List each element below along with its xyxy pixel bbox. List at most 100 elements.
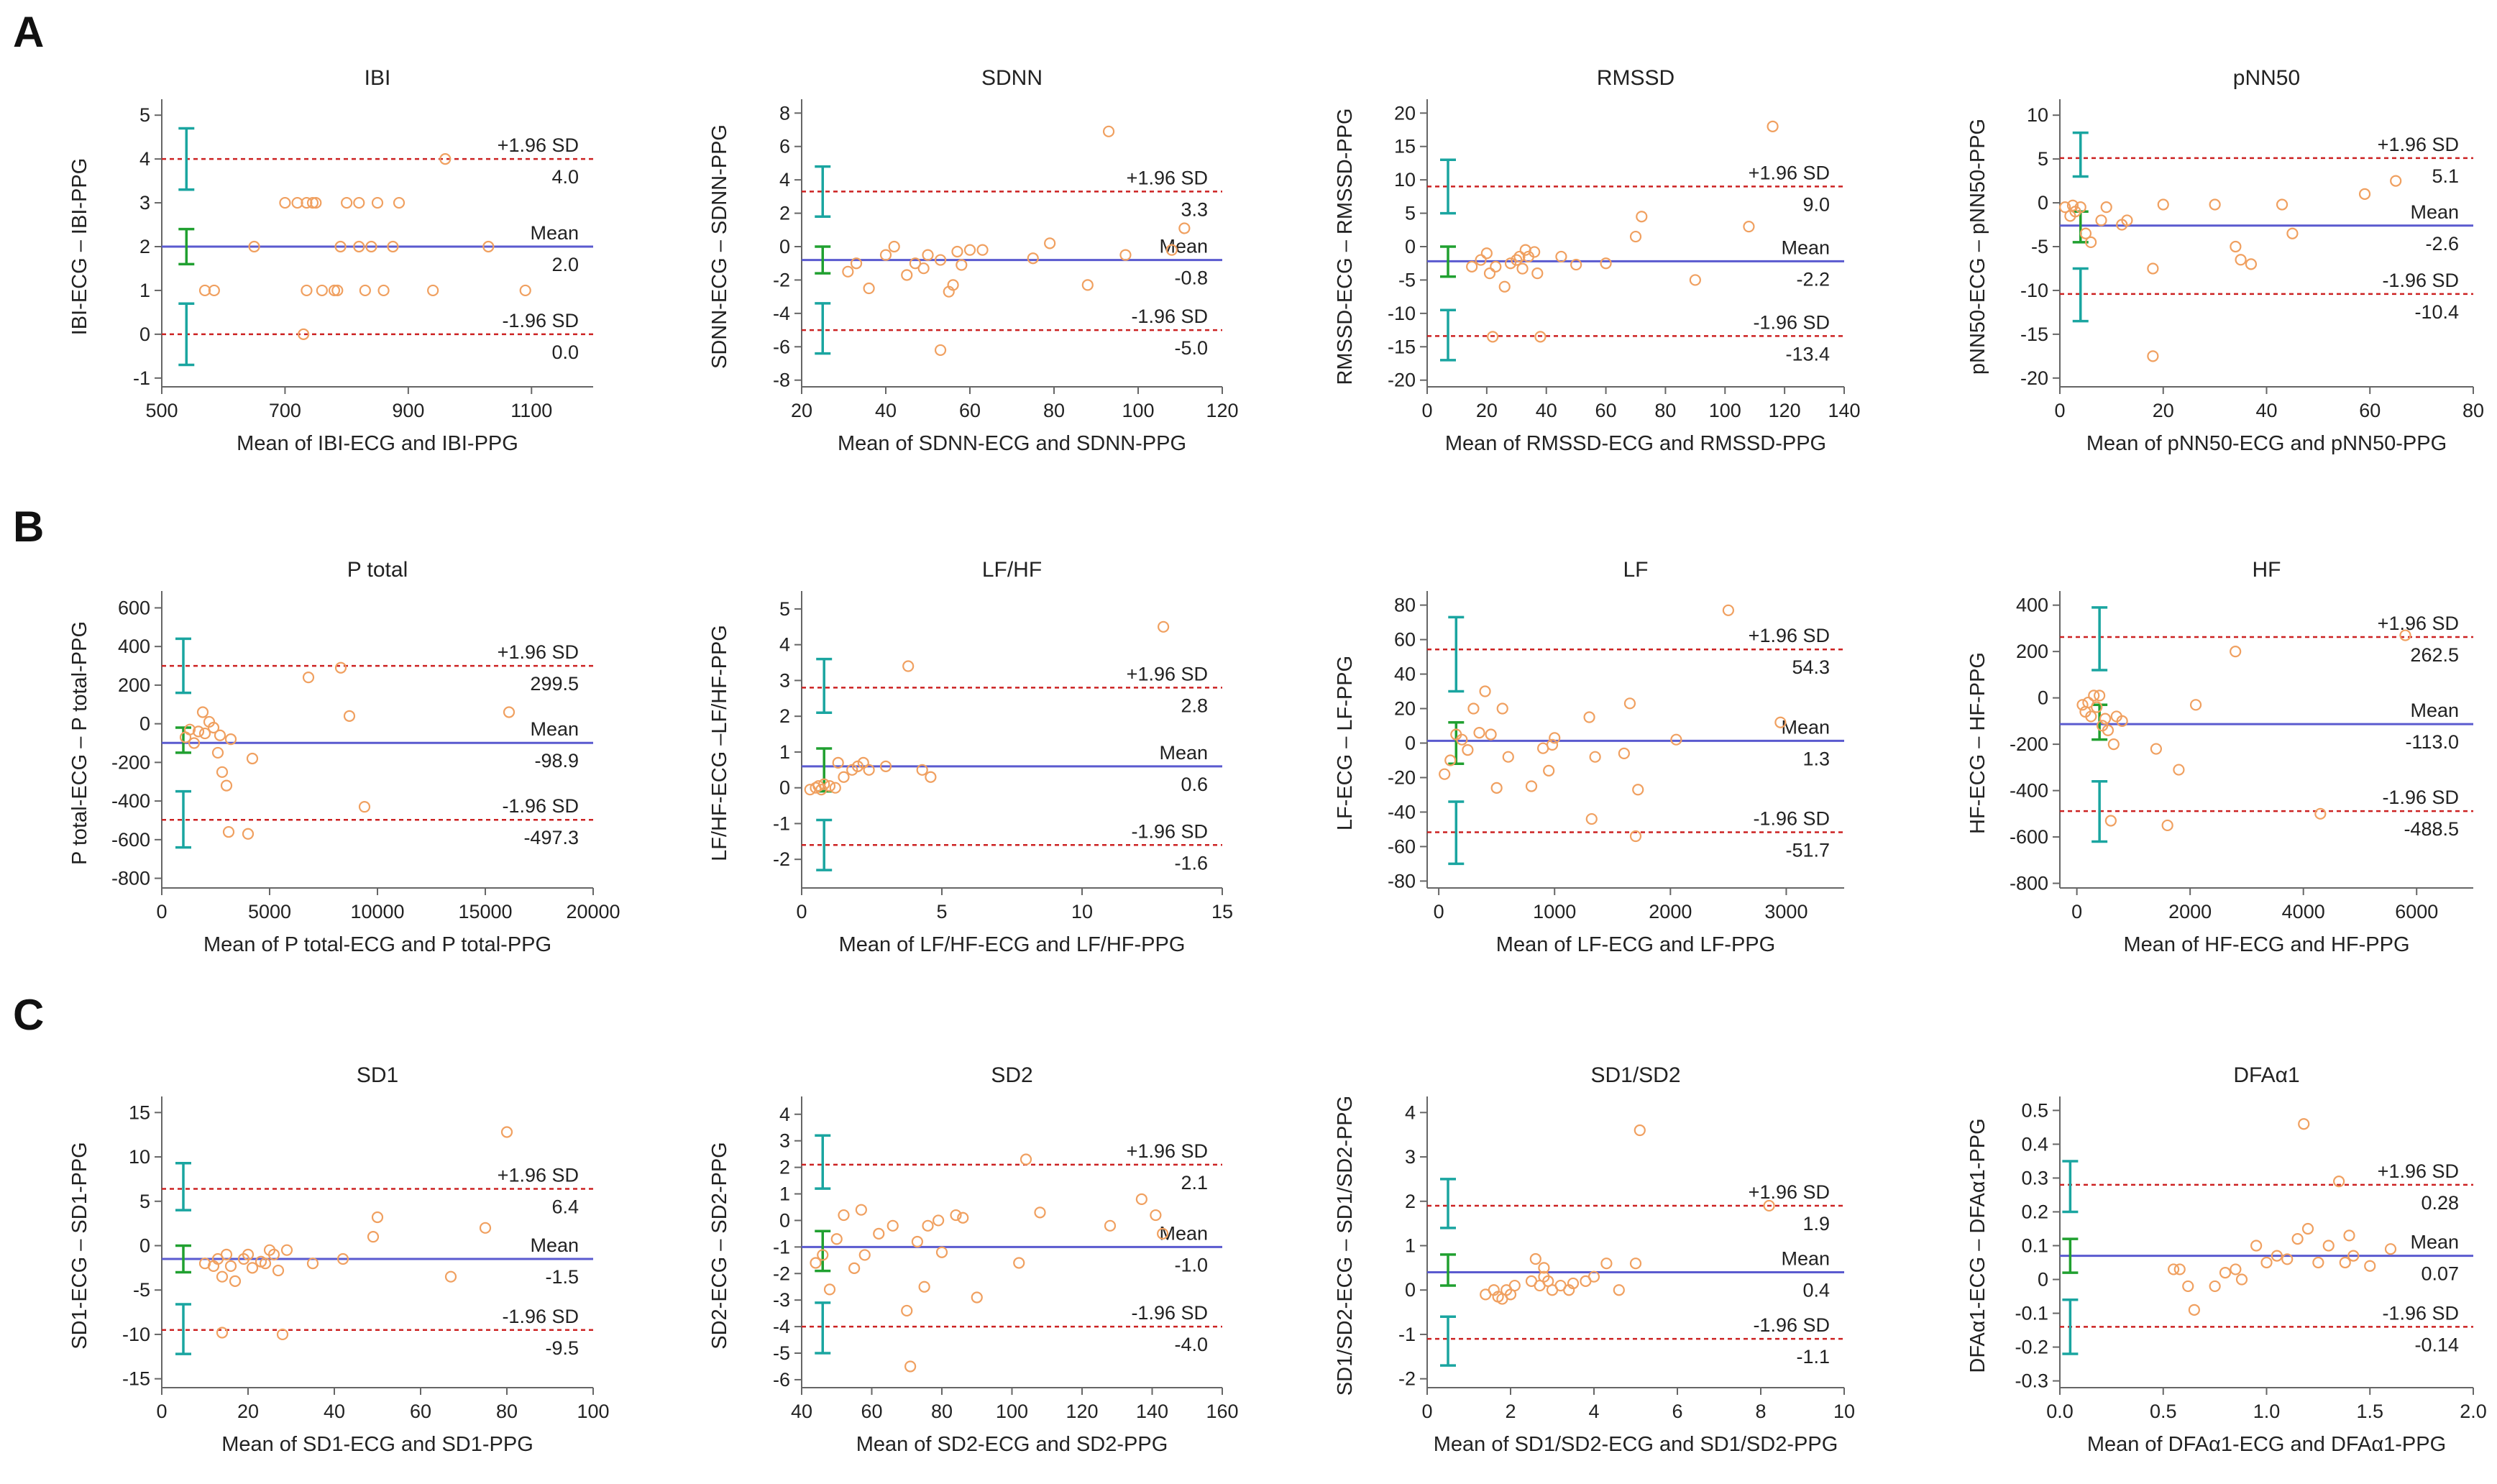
data-point [387,240,399,253]
data-point [1636,211,1648,223]
y-tick-label: 20 [1394,698,1416,720]
data-point [873,1227,885,1240]
chart-2: SDNN -8 -6 -4 -2 0 2 4 6 8 20 40 60 80 100 120 Mean of S… [708,66,1239,455]
y-tick-label: 400 [118,636,150,657]
y-tick-label: 1 [779,1183,790,1205]
data-point [1150,1209,1162,1222]
data-point [248,240,260,253]
x-axis-label: Mean of IBI-ECG and IBI-PPG [237,432,518,455]
x-tick-label: 0 [796,901,807,922]
x-tick-label: 100 [1709,400,1741,421]
y-tick-label: 5 [139,104,150,126]
data-point [2102,724,2115,736]
data-point [886,1219,899,1232]
y-tick-label: -8 [773,370,790,391]
x-tick-label: 120 [1769,400,1801,421]
y-tick-label: -400 [111,790,150,812]
data-point [1670,733,1682,746]
chart-12: DFAα1 -0.3 -0.2 -0.1 0 0.1 0.2 0.3 0.4 0.5 0.0 0.5 1… [1966,1063,2487,1456]
data-point [817,1249,829,1261]
data-point [2088,690,2100,702]
x-tick-label: 20 [791,400,812,421]
data-point [211,746,224,759]
data-point [2358,188,2371,200]
data-point [922,249,934,261]
data-point [888,240,900,253]
data-point [367,1231,380,1243]
x-tick-label: 60 [2359,400,2381,421]
x-tick-label: 10 [1071,901,1093,922]
lower-loa-label: -1.96 SD [502,795,579,817]
chart-title: HF [2253,558,2281,582]
lower-loa-value: 0.0 [551,342,579,363]
data-point [879,760,892,772]
data-point [280,1244,293,1256]
x-tick-label: 10 [1833,1401,1855,1422]
y-tick-label: 0 [2038,192,2048,214]
data-point [302,672,315,684]
chart-3: RMSSD -20 -15 -10 -5 0 5 10 15 20 0 20 40 60 80 100 120 1… [1334,66,1861,455]
y-tick-label: -5 [773,1342,790,1364]
data-point [1456,733,1468,746]
data-point [2339,1256,2351,1269]
data-point [2276,198,2288,211]
data-point [1475,254,1487,266]
x-tick-label: 2 [1505,1401,1516,1422]
y-tick-label: -60 [1388,835,1416,857]
data-point [909,257,922,270]
lower-loa-value: -488.5 [2404,818,2459,840]
data-point [1157,620,1170,633]
y-tick-label: 60 [1394,629,1416,651]
lower-loa-value: -1.1 [1796,1346,1830,1368]
y-tick-label: 0.2 [2021,1201,2048,1222]
y-tick-label: -600 [2010,826,2048,848]
x-tick-label: 40 [791,1401,812,1422]
y-tick-label: 20 [1394,102,1416,124]
data-point [2333,1176,2345,1188]
y-tick-label: 4 [779,634,790,656]
data-point [353,240,365,253]
y-tick-label: 4 [1405,1101,1416,1123]
x-tick-label: 40 [2255,400,2277,421]
data-point [1513,250,1526,263]
mean-label: Mean [530,222,579,244]
y-tick-label: 0 [2038,1269,2048,1291]
data-point [291,196,303,209]
data-point [196,706,209,718]
x-tick-label: 60 [1595,400,1617,421]
upper-loa-value: 4.0 [551,166,579,188]
x-axis-label: Mean of SD2-ECG and SD2-PPG [856,1433,1168,1456]
y-tick-label: 1 [1405,1235,1416,1257]
y-tick-label: 0 [1405,236,1416,257]
y-tick-label: -20 [2020,367,2048,389]
data-point [810,1257,822,1269]
data-point [183,723,196,736]
chart-11: SD1/SD2 -2 -1 0 1 2 3 4 0 2 4 6 8 10 Mean of SD1/SD2-E… [1334,1063,1855,1456]
y-tick-label: -80 [1388,870,1416,892]
row-label-c: C [13,991,45,1039]
chart-4: pNN50 -20 -15 -10 -5 0 5 10 0 20 40 60 80 Mean of pNN… [1966,66,2484,455]
data-point [198,284,211,297]
y-tick-label: -0.3 [2015,1370,2048,1392]
x-tick-label: 500 [145,400,178,421]
mean-value: 1.3 [1802,748,1830,769]
data-point [2150,743,2163,755]
x-tick-label: 0 [2071,901,2082,922]
y-axis-label: IBI-ECG – IBI-PPG [68,158,91,336]
data-point [306,196,319,209]
y-axis-label: SD1/SD2-ECG – SD1/SD2-PPG [1334,1096,1357,1396]
lower-loa-label: -1.96 SD [1753,808,1830,830]
y-axis-label: HF-ECG – HF-PPG [1966,652,1989,834]
y-tick-label: -0.1 [2015,1303,2048,1324]
y-axis-label: SD1-ECG – SD1-PPG [68,1142,91,1349]
data-point [1473,727,1485,739]
y-tick-label: 0 [1405,1279,1416,1301]
y-tick-label: 4 [779,169,790,191]
data-point [358,801,371,813]
data-point [328,284,341,297]
x-tick-label: 40 [324,1401,345,1422]
y-tick-label: 0 [779,1209,790,1231]
x-tick-label: 20 [1476,400,1498,421]
x-tick-label: 4 [1588,1401,1599,1422]
y-tick-label: -6 [773,336,790,357]
